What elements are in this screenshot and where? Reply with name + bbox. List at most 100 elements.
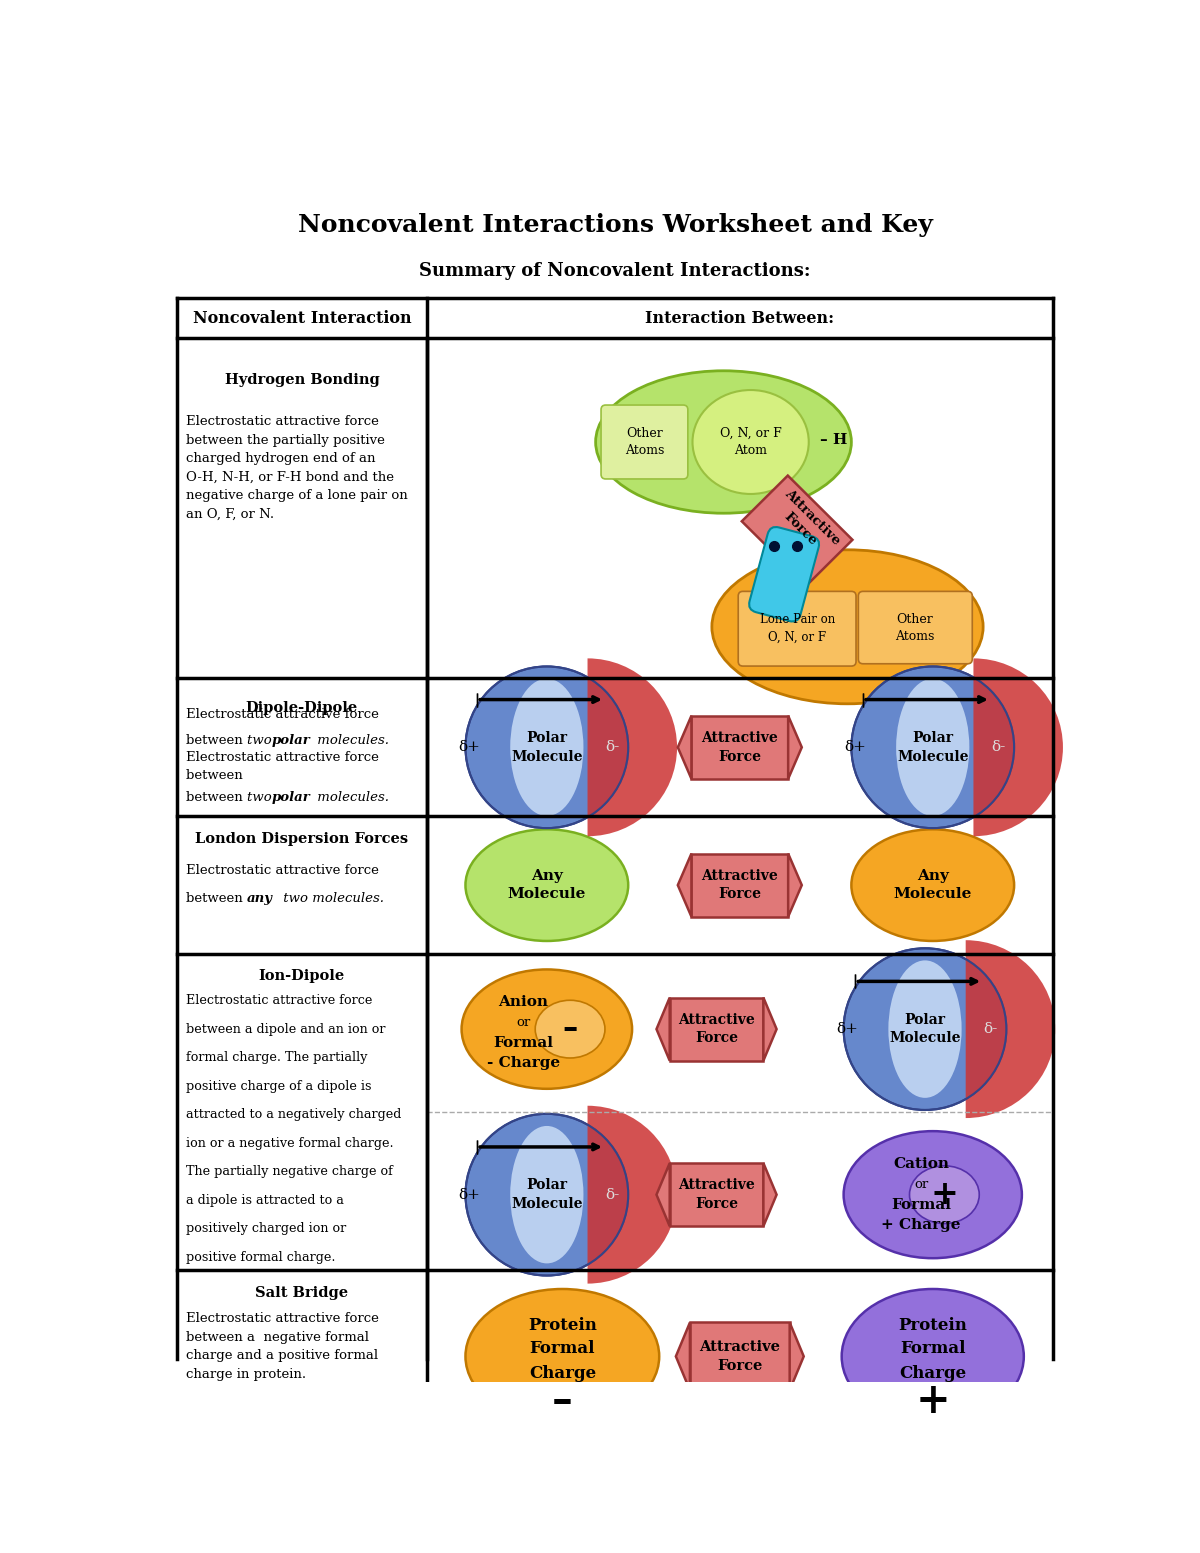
- FancyBboxPatch shape: [858, 592, 972, 663]
- Polygon shape: [790, 1323, 804, 1390]
- Text: attracted to a negatively charged: attracted to a negatively charged: [186, 1107, 402, 1121]
- Ellipse shape: [712, 550, 983, 704]
- Text: δ+: δ+: [458, 741, 480, 755]
- Text: Dipole-Dipole: Dipole-Dipole: [246, 700, 358, 714]
- Text: – H: – H: [820, 433, 847, 447]
- Ellipse shape: [910, 1166, 979, 1224]
- Text: London Dispersion Forces: London Dispersion Forces: [196, 832, 408, 846]
- Text: Formal: Formal: [493, 1036, 553, 1050]
- Text: or: or: [914, 1179, 929, 1191]
- Text: Electrostatic attractive force: Electrostatic attractive force: [186, 708, 379, 721]
- Wedge shape: [973, 658, 1063, 836]
- Text: Cation: Cation: [893, 1157, 949, 1171]
- Text: Any
Molecule: Any Molecule: [894, 870, 972, 901]
- Polygon shape: [788, 854, 802, 916]
- Text: Noncovalent Interactions Worksheet and Key: Noncovalent Interactions Worksheet and K…: [298, 213, 932, 238]
- Text: Attractive
Force: Attractive Force: [678, 1179, 755, 1211]
- Text: –: –: [552, 1381, 572, 1423]
- FancyBboxPatch shape: [670, 1163, 763, 1227]
- Text: Polar
Molecule: Polar Molecule: [511, 731, 582, 764]
- Text: Hydrogen Bonding: Hydrogen Bonding: [224, 373, 379, 387]
- Text: Other
Atoms: Other Atoms: [895, 612, 935, 643]
- Ellipse shape: [844, 949, 1007, 1110]
- Text: polar: polar: [271, 735, 311, 747]
- Ellipse shape: [851, 666, 1014, 828]
- Text: Polar
Molecule: Polar Molecule: [511, 1179, 582, 1211]
- Polygon shape: [656, 1163, 670, 1227]
- Text: between: between: [186, 790, 247, 804]
- Ellipse shape: [510, 1126, 583, 1264]
- Text: positive charge of a dipole is: positive charge of a dipole is: [186, 1079, 372, 1093]
- Text: between: between: [186, 735, 247, 747]
- Text: Noncovalent Interaction: Noncovalent Interaction: [193, 309, 412, 326]
- Text: Ion-Dipole: Ion-Dipole: [259, 969, 346, 983]
- Polygon shape: [676, 1323, 690, 1390]
- Text: Protein: Protein: [899, 1317, 967, 1334]
- Text: –: –: [563, 1014, 577, 1045]
- Text: Attractive
Force: Attractive Force: [700, 1340, 780, 1373]
- Text: Formal: Formal: [900, 1340, 966, 1357]
- Text: between: between: [186, 891, 247, 905]
- Text: molecules.: molecules.: [313, 735, 389, 747]
- Ellipse shape: [896, 679, 970, 815]
- Text: Polar
Molecule: Polar Molecule: [889, 1013, 961, 1045]
- Text: Charge: Charge: [899, 1365, 966, 1382]
- Text: Electrostatic attractive force: Electrostatic attractive force: [186, 994, 373, 1006]
- Text: two: two: [247, 790, 276, 804]
- Text: Formal: Formal: [529, 1340, 595, 1357]
- Polygon shape: [678, 716, 691, 780]
- Wedge shape: [588, 1106, 677, 1284]
- Polygon shape: [763, 1163, 776, 1227]
- FancyBboxPatch shape: [742, 475, 852, 585]
- Text: Lone Pair on
O, N, or F: Lone Pair on O, N, or F: [760, 613, 835, 643]
- Text: δ+: δ+: [845, 741, 866, 755]
- FancyBboxPatch shape: [690, 1323, 790, 1390]
- Text: δ+: δ+: [836, 1022, 858, 1036]
- Text: Other
Atoms: Other Atoms: [625, 427, 664, 457]
- Text: ion or a negative formal charge.: ion or a negative formal charge.: [186, 1137, 394, 1149]
- Ellipse shape: [888, 960, 961, 1098]
- Text: Attractive
Force: Attractive Force: [702, 870, 778, 901]
- Ellipse shape: [844, 1131, 1022, 1258]
- Polygon shape: [678, 854, 691, 916]
- Text: Polar
Molecule: Polar Molecule: [898, 731, 968, 764]
- Text: Charge: Charge: [529, 1365, 596, 1382]
- Text: +: +: [916, 1381, 950, 1423]
- Text: Attractive
Force: Attractive Force: [702, 731, 778, 764]
- Polygon shape: [763, 997, 776, 1061]
- FancyBboxPatch shape: [749, 526, 820, 621]
- FancyBboxPatch shape: [691, 854, 788, 916]
- Text: between a dipole and an ion or: between a dipole and an ion or: [186, 1022, 386, 1036]
- Text: Attractive
Force: Attractive Force: [678, 1013, 755, 1045]
- Text: Summary of Noncovalent Interactions:: Summary of Noncovalent Interactions:: [419, 262, 811, 280]
- Ellipse shape: [692, 390, 809, 494]
- FancyBboxPatch shape: [691, 716, 788, 780]
- FancyBboxPatch shape: [601, 405, 688, 478]
- Text: - Charge: - Charge: [487, 1056, 560, 1070]
- Text: two molecules.: two molecules.: [280, 891, 384, 905]
- Text: + Charge: + Charge: [881, 1219, 961, 1233]
- Text: Electrostatic attractive force: Electrostatic attractive force: [186, 863, 379, 877]
- Ellipse shape: [466, 1289, 659, 1424]
- Ellipse shape: [462, 969, 632, 1089]
- Text: δ-: δ-: [606, 741, 620, 755]
- Ellipse shape: [466, 666, 629, 828]
- Wedge shape: [588, 658, 677, 836]
- Text: Protein: Protein: [528, 1317, 596, 1334]
- Text: polar: polar: [271, 790, 311, 804]
- Text: Electrostatic attractive force
between the partially positive
charged hydrogen e: Electrostatic attractive force between t…: [186, 415, 408, 520]
- Text: positively charged ion or: positively charged ion or: [186, 1222, 347, 1235]
- Polygon shape: [788, 716, 802, 780]
- Text: Any
Molecule: Any Molecule: [508, 870, 586, 901]
- Text: formal charge. The partially: formal charge. The partially: [186, 1051, 368, 1064]
- Text: The partially negative charge of: The partially negative charge of: [186, 1165, 394, 1179]
- Ellipse shape: [851, 829, 1014, 941]
- Text: δ-: δ-: [991, 741, 1006, 755]
- FancyBboxPatch shape: [738, 592, 856, 666]
- Text: δ-: δ-: [606, 1188, 620, 1202]
- Ellipse shape: [595, 371, 851, 512]
- Text: Salt Bridge: Salt Bridge: [256, 1286, 348, 1300]
- Text: Formal: Formal: [892, 1199, 952, 1213]
- Text: δ-: δ-: [984, 1022, 998, 1036]
- Wedge shape: [966, 940, 1055, 1118]
